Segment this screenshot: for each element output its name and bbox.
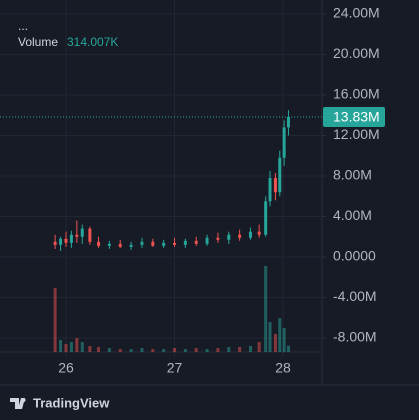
x-tick-label: 27 (167, 360, 183, 376)
y-tick-label: 16.00M (333, 86, 380, 102)
candle-body (268, 178, 272, 202)
y-tick-label: 12.00M (333, 126, 380, 142)
candle-body (107, 243, 111, 246)
volume-bar (257, 342, 261, 352)
last-price-label: 13.83M (333, 109, 380, 125)
candle-body (273, 178, 277, 193)
volume-bar (194, 348, 198, 352)
y-tick-label: 0.0000 (333, 248, 376, 264)
volume-bar (278, 318, 282, 352)
legend-menu[interactable]: ... (18, 19, 28, 33)
volume-bar (64, 344, 68, 352)
volume-bar (248, 346, 252, 352)
candle-body (140, 241, 144, 245)
last-price-box (323, 106, 385, 127)
volume-bar (140, 348, 144, 352)
x-tick-label: 28 (275, 360, 291, 376)
volume-bar (273, 334, 277, 352)
candle-body (129, 244, 133, 247)
volume-label: Volume (18, 35, 58, 49)
candle-body (264, 201, 268, 235)
volume-value: 314.007K (67, 35, 118, 49)
volume-bar (80, 342, 84, 352)
volume-bar (183, 349, 187, 352)
candle-body (88, 228, 92, 242)
volume-bar (282, 328, 286, 352)
candle-body (97, 241, 101, 246)
y-tick-label: -4.00M (333, 288, 377, 304)
volume-bar (205, 349, 209, 352)
volume-bar (268, 322, 272, 352)
candle-body (278, 157, 282, 193)
candle-body (162, 242, 166, 246)
candle-body (257, 231, 261, 235)
volume-bar (173, 348, 177, 352)
volume-bar (151, 349, 155, 352)
y-tick-label: 4.00M (333, 207, 372, 223)
volume-bar (264, 266, 268, 352)
y-tick-label: 24.00M (333, 5, 380, 21)
candle-body (282, 127, 286, 158)
brand-logo[interactable]: TradingView (10, 395, 110, 410)
candle-body (53, 241, 57, 245)
candle-body (248, 231, 252, 238)
y-tick-label: -8.00M (333, 329, 377, 345)
volume-bar (53, 288, 57, 352)
brand-name: TradingView (33, 395, 110, 410)
y-tick-label: 8.00M (333, 167, 372, 183)
candle-body (59, 238, 63, 245)
volume-bar (97, 347, 101, 352)
volume-bar (216, 348, 220, 352)
candle-body (216, 237, 220, 240)
candle-body (227, 234, 231, 240)
candle-body (75, 234, 79, 237)
logo-icon (10, 398, 25, 409)
y-tick-label: 20.00M (333, 45, 380, 61)
volume-bar (88, 346, 92, 352)
volume-bar (227, 347, 231, 352)
volume-bar (129, 349, 133, 352)
volume-bar (69, 342, 73, 352)
candle-body (238, 234, 242, 238)
candle-body (64, 238, 68, 243)
volume-bar (59, 340, 63, 352)
volume-bar (118, 349, 122, 352)
logo-dot (21, 398, 26, 402)
volume-bar (75, 338, 79, 352)
candle-body (194, 240, 198, 244)
candle-body (205, 237, 209, 244)
candle-body (286, 116, 290, 128)
x-tick-label: 26 (58, 360, 74, 376)
candle-body (69, 234, 73, 243)
volume-bar (107, 348, 111, 352)
volume-bar (162, 349, 166, 352)
volume-bar (286, 345, 290, 352)
candle-body (183, 240, 187, 245)
candle-body (80, 228, 84, 237)
candle-body (118, 243, 122, 247)
volume-bar (238, 347, 242, 352)
candle-body (173, 242, 177, 245)
candle-body (151, 241, 155, 246)
